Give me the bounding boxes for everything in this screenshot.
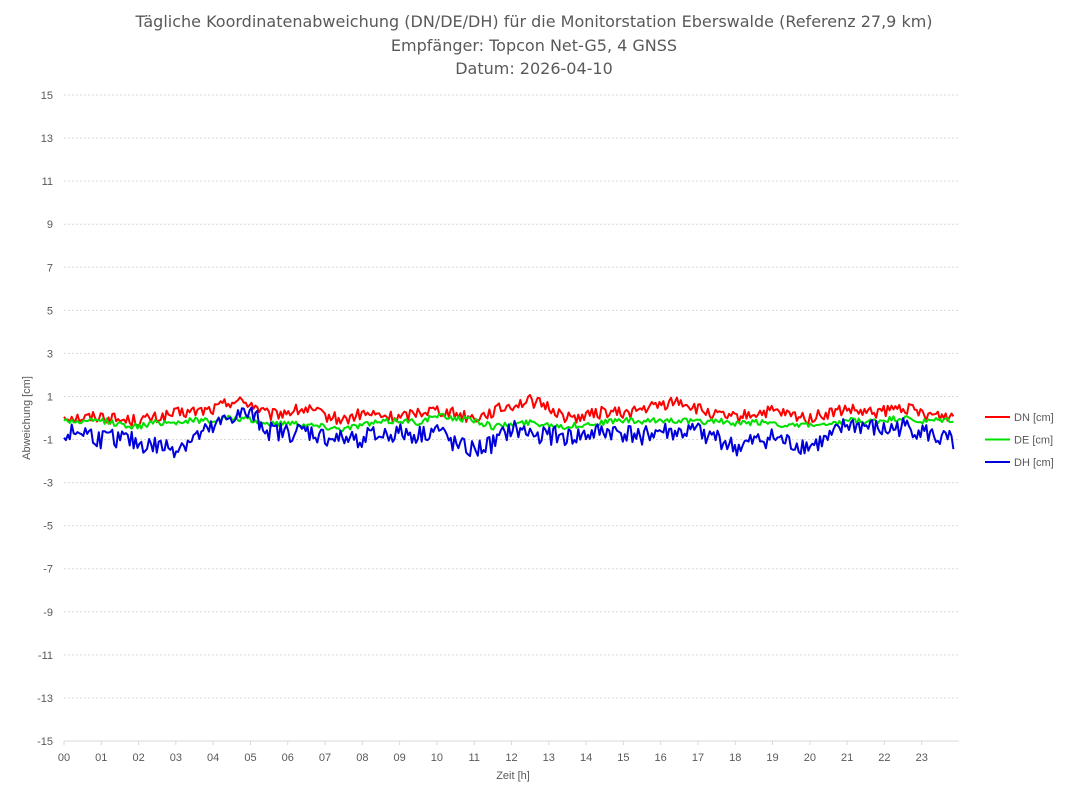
- x-tick-label: 20: [804, 752, 816, 764]
- x-tick-label: 21: [841, 752, 853, 764]
- y-tick-label: 7: [47, 262, 53, 274]
- x-tick-label: 07: [319, 752, 331, 764]
- x-tick-label: 14: [580, 752, 592, 764]
- x-tick-label: 11: [468, 752, 479, 764]
- chart-subtitle: Empfänger: Topcon Net-G5, 4 GNSS: [390, 36, 678, 55]
- x-tick-label: 15: [617, 752, 629, 764]
- series-line-dh: [63, 406, 955, 459]
- x-tick-labels: 00 01 02 03 04 05 06 07 08 09 10 11 12 13 14 15 16 17 18 19…: [58, 752, 928, 764]
- legend-label: DE [cm]: [1014, 435, 1053, 447]
- x-tick-label: 18: [729, 752, 741, 764]
- y-tick-label: 1: [47, 391, 53, 403]
- x-tick-label: 23: [916, 752, 928, 764]
- x-axis-title: Zeit [h]: [496, 770, 530, 782]
- grid-layer: [63, 94, 959, 745]
- legend: DN [cm] DE [cm] DH [cm]: [985, 412, 1054, 469]
- x-tick-label: 06: [282, 752, 294, 764]
- series-layer: [63, 394, 955, 459]
- y-tick-label: -15: [37, 736, 53, 748]
- y-axis-title: Abweichung [cm]: [21, 376, 33, 460]
- legend-label: DN [cm]: [1014, 412, 1054, 424]
- y-tick-label: 9: [47, 219, 53, 231]
- x-tick-label: 19: [766, 752, 778, 764]
- x-tick-label: 03: [170, 752, 182, 764]
- x-tick-label: 16: [655, 752, 667, 764]
- y-tick-label: 13: [41, 133, 53, 145]
- y-tick-label: -7: [43, 564, 53, 576]
- x-tick-label: 02: [132, 752, 144, 764]
- y-tick-label: -1: [43, 435, 53, 447]
- y-tick-label: 3: [47, 348, 53, 360]
- y-tick-label: -11: [38, 650, 53, 662]
- series-line-dn: [63, 394, 955, 427]
- y-tick-label: -5: [43, 521, 53, 533]
- legend-label: DH [cm]: [1014, 457, 1054, 469]
- x-tick-label: 09: [394, 752, 406, 764]
- chart-date: Datum: 2026-04-10: [455, 59, 613, 78]
- x-tick-label: 01: [95, 752, 107, 764]
- y-tick-label: 15: [41, 90, 53, 102]
- chart-title: Tägliche Koordinatenabweichung (DN/DE/DH…: [135, 12, 933, 31]
- y-tick-label: -3: [43, 478, 53, 490]
- y-tick-label: -13: [37, 693, 53, 705]
- x-tick-label: 04: [207, 752, 219, 764]
- x-tick-label: 08: [356, 752, 368, 764]
- x-tick-label: 13: [543, 752, 555, 764]
- x-tick-label: 10: [431, 752, 443, 764]
- x-tick-label: 22: [878, 752, 890, 764]
- x-tick-label: 12: [505, 752, 517, 764]
- y-tick-label: -9: [43, 607, 53, 619]
- x-tick-label: 05: [244, 752, 256, 764]
- x-tick-label: 17: [692, 752, 704, 764]
- x-tick-label: 00: [58, 752, 70, 764]
- y-tick-label: 11: [42, 176, 53, 188]
- y-tick-label: 5: [47, 305, 53, 317]
- y-tick-labels: 15 13 11 9 7 5 3 1 -1 -3 -5 -7 -9 -11 -13 -15: [37, 90, 53, 748]
